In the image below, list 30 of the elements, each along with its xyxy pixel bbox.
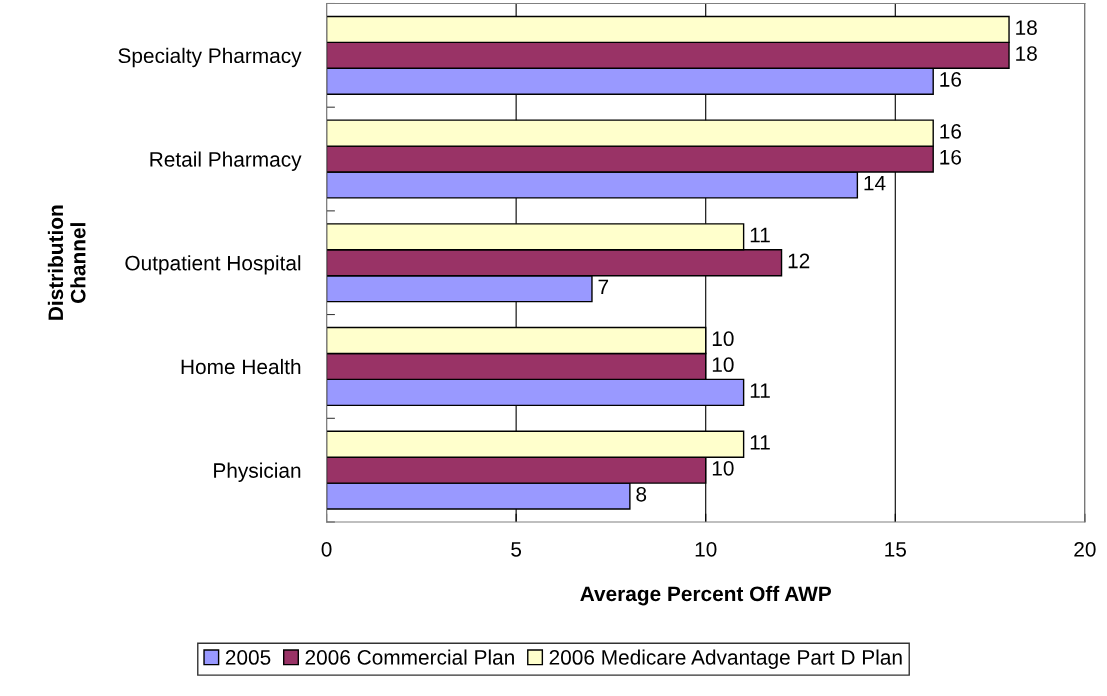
data-label: 18 bbox=[1016, 20, 1037, 35]
data-label: 10 bbox=[712, 357, 734, 373]
data-label: 10 bbox=[712, 331, 734, 347]
data-label: 11 bbox=[750, 383, 770, 398]
y-tick-label: Outpatient Hospital bbox=[125, 255, 301, 275]
data-label: 8 bbox=[636, 486, 647, 502]
x-tick-label: 0 bbox=[321, 541, 332, 557]
x-tick-label: 10 bbox=[695, 541, 717, 557]
data-label: 18 bbox=[1016, 46, 1037, 61]
data-label: 12 bbox=[788, 253, 810, 269]
y-tick-label: Specialty Pharmacy bbox=[118, 47, 302, 68]
data-label: 16 bbox=[940, 149, 962, 165]
y-tick-label: Physician bbox=[214, 462, 301, 483]
data-label: 16 bbox=[940, 72, 962, 87]
legend-label: 2006 Commercial Plan bbox=[305, 649, 514, 665]
x-axis-title: Average Percent Off AWP bbox=[580, 585, 831, 606]
data-label: 16 bbox=[940, 123, 962, 139]
x-tick-label: 15 bbox=[885, 542, 906, 557]
data-label: 11 bbox=[750, 227, 770, 243]
y-axis-title: Distribution Channel bbox=[47, 205, 86, 320]
y-tick-label: Retail Pharmacy bbox=[150, 151, 302, 171]
data-label: 10 bbox=[712, 460, 734, 476]
x-tick-label: 20 bbox=[1074, 541, 1096, 557]
legend-label: 2005 bbox=[225, 650, 271, 665]
data-label: 14 bbox=[864, 176, 886, 191]
data-label: 11 bbox=[750, 435, 770, 450]
legend-label: 2006 Medicare Advantage Part D Plan bbox=[549, 649, 902, 669]
x-tick-label: 5 bbox=[511, 542, 522, 557]
y-tick-label: Home Health bbox=[181, 358, 301, 375]
data-label: 7 bbox=[598, 279, 609, 295]
